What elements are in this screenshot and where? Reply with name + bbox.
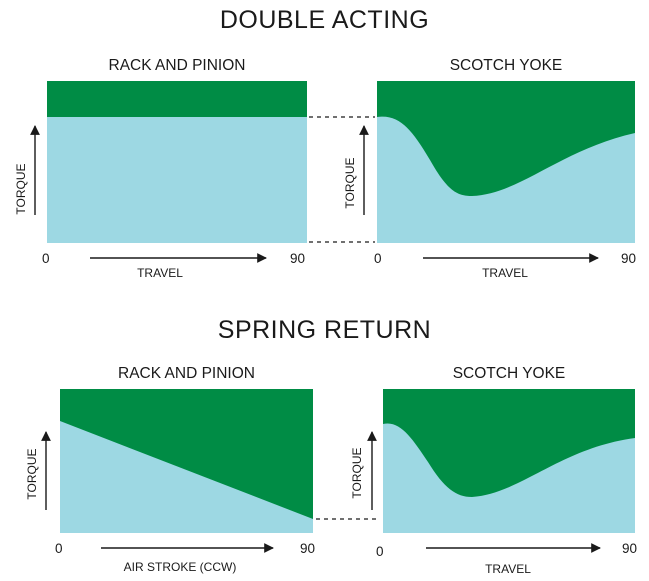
torque-area-da-rack-pinion <box>47 117 307 243</box>
x-tick-start-da-rack-pinion: 0 <box>42 251 50 266</box>
panel-title-da-scotch-yoke: SCOTCH YOKE <box>449 57 563 74</box>
plot-da-rack-pinion <box>47 81 307 243</box>
section-title-spring-return: SPRING RETURN <box>217 316 432 344</box>
torque-area-sr-rack-pinion <box>60 421 313 533</box>
panel-title-sr-rack-pinion: RACK AND PINION <box>118 365 255 382</box>
plot-sr-rack-pinion <box>60 389 313 533</box>
torque-curve-sr-scotch-yoke <box>383 423 635 533</box>
x-tick-end-da-rack-pinion: 90 <box>290 251 306 266</box>
y-axis-label-da-scotch-yoke: TORQUE <box>343 157 357 209</box>
y-axis-label-da-rack-pinion: TORQUE <box>14 163 28 215</box>
torque-curve-da-scotch-yoke <box>377 116 635 243</box>
panel-title-sr-scotch-yoke: SCOTCH YOKE <box>452 365 566 382</box>
x-tick-end-sr-scotch-yoke: 90 <box>622 541 638 556</box>
x-tick-start-da-scotch-yoke: 0 <box>374 251 382 266</box>
x-axis-label-sr-rack-pinion: AIR STROKE (CCW) <box>123 560 237 574</box>
x-axis-label-da-scotch-yoke: TRAVEL <box>482 266 528 280</box>
x-axis-label-sr-scotch-yoke: TRAVEL <box>485 562 531 576</box>
panel-title-da-rack-pinion: RACK AND PINION <box>108 57 246 74</box>
section-title-double-acting: DOUBLE ACTING <box>219 6 430 34</box>
x-tick-end-da-scotch-yoke: 90 <box>621 251 637 266</box>
plot-sr-scotch-yoke <box>383 389 635 533</box>
y-axis-label-sr-rack-pinion: TORQUE <box>25 448 39 500</box>
x-tick-start-sr-rack-pinion: 0 <box>55 541 63 556</box>
x-axis-label-da-rack-pinion: TRAVEL <box>137 266 183 280</box>
x-tick-start-sr-scotch-yoke: 0 <box>376 544 384 559</box>
plot-da-scotch-yoke <box>377 81 635 243</box>
x-tick-end-sr-rack-pinion: 90 <box>300 541 316 556</box>
y-axis-label-sr-scotch-yoke: TORQUE <box>350 447 364 499</box>
